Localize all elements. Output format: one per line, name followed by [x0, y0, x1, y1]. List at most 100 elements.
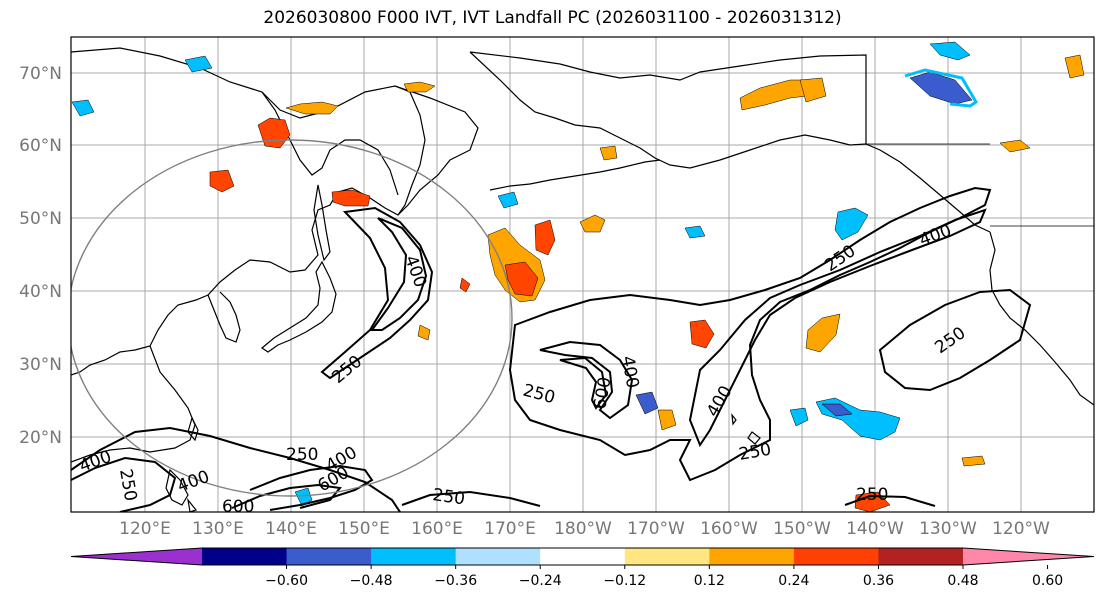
colorbar-tick-label: 0.12: [694, 573, 725, 589]
graticule: [71, 37, 1094, 512]
latitude-labels: 70°N 60°N 50°N 40°N 30°N 20°N: [19, 64, 62, 448]
ivt-contours: [71, 186, 1032, 512]
lat-label-40n: 40°N: [19, 282, 62, 302]
pc-blob-strong-positive: [534, 219, 556, 256]
alaska-coast: [469, 51, 991, 233]
contour-400-south: [249, 464, 374, 511]
colorbar-bin: [540, 548, 626, 565]
contour-400-south-west: [71, 456, 177, 512]
colorbar: −0.60 −0.48 −0.36 −0.24 −0.12 0.12 0.24 0.36 0.4…: [70, 547, 1095, 589]
pc-blob-strong-negative: [635, 391, 659, 415]
contour-label: 250: [431, 485, 466, 509]
colorbar-tick-label: 0.48: [947, 573, 978, 589]
colorbar-bin: [371, 548, 457, 565]
longitude-labels: 120°E 130°E 140°E 150°E 160°E 170°E 180°…: [119, 519, 1050, 539]
lon-label-150e: 150°E: [338, 519, 390, 539]
pc-blob-positive: [657, 409, 677, 431]
lon-label-140w: 140°W: [846, 519, 904, 539]
lon-label-120e: 120°E: [119, 519, 171, 539]
na-west-coast: [989, 231, 1094, 406]
pc-blob-positive: [999, 139, 1031, 153]
colorbar-bin: [455, 548, 541, 565]
lon-label-150w: 150°W: [773, 519, 831, 539]
colorbar-bin: [793, 548, 879, 565]
korea-coast: [207, 291, 241, 343]
colorbar-bin: [286, 548, 372, 565]
colorbar-tick-label: 0.36: [863, 573, 894, 589]
lat-label-70n: 70°N: [19, 64, 62, 84]
pc-blob-positive: [1064, 54, 1085, 79]
pc-blob-positive: [799, 77, 827, 103]
pc-blob-positive: [805, 313, 841, 353]
colorbar-bin: [878, 548, 964, 565]
sakhalin-coast: [313, 184, 331, 262]
lon-label-160w: 160°W: [700, 519, 758, 539]
alaska-south-coast: [469, 51, 867, 169]
pc-blob-negative: [684, 225, 706, 239]
taiwan-coast: [187, 416, 199, 442]
pc-blob-strong-positive: [209, 169, 235, 193]
lon-label-180: 180°W: [554, 519, 612, 539]
pc-blob-strong-positive: [459, 277, 471, 293]
pc-blob-negative-edge: [904, 68, 979, 108]
pc-blob-negative: [294, 487, 313, 507]
pc-blob-negative: [834, 207, 869, 241]
contour-600-south: [231, 483, 342, 509]
philippines-coast: [165, 468, 198, 512]
aleutian-chain: [489, 159, 661, 191]
lon-label-140e: 140°E: [265, 519, 317, 539]
pc-shading: [71, 41, 1085, 512]
contour-250-southeast: [844, 494, 936, 507]
map-title: 2026030800 F000 IVT, IVT Landfall PC (20…: [263, 8, 842, 28]
pc-blob-positive: [403, 81, 436, 93]
colorbar-tick-label: 0.60: [1032, 573, 1063, 589]
pc-blob-negative: [929, 41, 971, 61]
contour-400-kuroshio: [370, 217, 428, 331]
colorbar-outline: [70, 547, 1095, 566]
pc-blob-strong-negative: [821, 403, 853, 417]
pc-blob-negative: [497, 191, 519, 209]
contour-250-south: [71, 426, 401, 512]
contour-250-east: [878, 288, 1032, 392]
colorbar-tick-label: −0.60: [265, 573, 308, 589]
china-coast: [71, 345, 196, 463]
colorbar-tick-label: −0.36: [434, 573, 477, 589]
landfall-radius-circle: [71, 139, 513, 497]
pc-blob-strong-positive: [689, 319, 715, 349]
colorbar-tick-label: −0.24: [519, 573, 562, 589]
contour-250-main: [508, 186, 992, 482]
lat-label-50n: 50°N: [19, 209, 62, 229]
coastlines: [71, 47, 1094, 512]
hawaii-islands: [731, 413, 761, 445]
contour-400-jet: [688, 208, 987, 448]
pc-blob-negative: [789, 407, 809, 427]
colorbar-extend-max: [963, 548, 1094, 565]
contour-label: 600: [222, 497, 254, 517]
lon-label-160e: 160°E: [411, 519, 463, 539]
lat-label-20n: 20°N: [19, 428, 62, 448]
pc-blob-strong-positive: [504, 261, 539, 297]
pc-blob-negative: [184, 55, 213, 73]
colorbar-bin: [709, 548, 795, 565]
pc-blob-negative: [71, 99, 95, 117]
contour-label: 250: [286, 445, 318, 465]
colorbar-bin: [624, 548, 710, 565]
pc-blob-positive: [579, 214, 606, 233]
pc-blob-positive: [961, 455, 986, 467]
pc-blob-positive: [417, 324, 431, 341]
lat-label-30n: 30°N: [19, 355, 62, 375]
contour-600-main: [559, 356, 608, 410]
colorbar-tick-label: 0.24: [778, 573, 809, 589]
lon-label-130e: 130°E: [192, 519, 244, 539]
lat-label-60n: 60°N: [19, 136, 62, 156]
contour-label: 250: [856, 485, 888, 505]
colorbar-extend-min: [71, 548, 202, 565]
map-border: [70, 36, 1095, 513]
colorbar-bin: [202, 548, 288, 565]
contour-250-south-mid: [401, 490, 541, 507]
pc-blob-positive: [285, 101, 339, 115]
colorbar-tick-label: −0.48: [350, 573, 393, 589]
lon-label-120w: 120°W: [992, 519, 1050, 539]
lon-label-170w: 170°W: [627, 519, 685, 539]
